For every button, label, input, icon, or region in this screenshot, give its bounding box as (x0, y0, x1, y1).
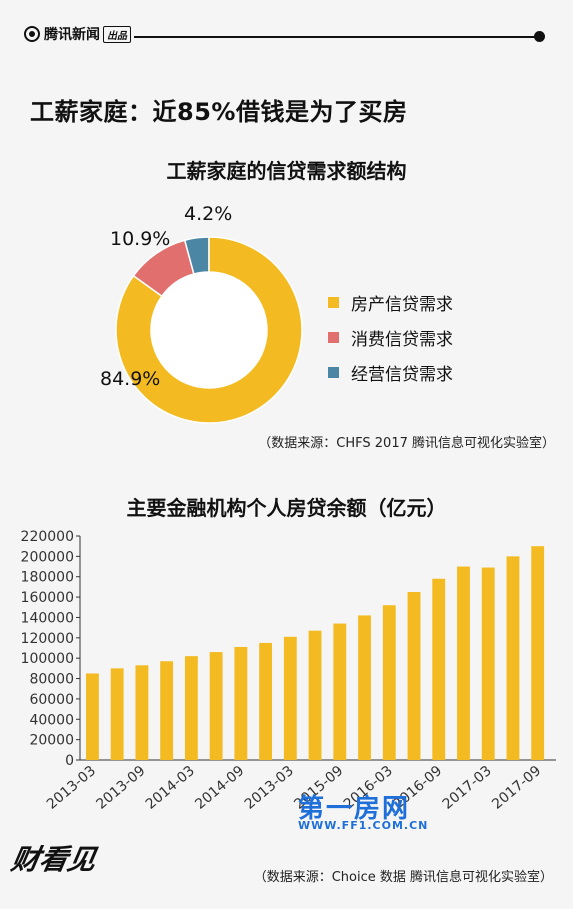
bar (432, 578, 446, 760)
brand-text: 腾讯新闻 (44, 27, 100, 43)
bar (333, 623, 347, 760)
x-tick-label: 2014-03 (143, 763, 198, 813)
y-tick-label: 120000 (21, 631, 74, 647)
bar (531, 546, 545, 760)
header-dot (534, 31, 545, 42)
bar (283, 636, 297, 760)
bar (506, 556, 520, 760)
legend-item-business: 经营信贷需求 (328, 355, 453, 390)
donut-chart-title: 工薪家庭的信贷需求额结构 (166, 159, 407, 183)
bar (184, 656, 198, 760)
brand: 腾讯新闻 出品 (24, 24, 131, 44)
tencent-news-logo-icon (24, 26, 40, 42)
bar (86, 673, 99, 760)
slice-label-housing: 84.9% (100, 368, 161, 390)
bar (407, 592, 421, 760)
legend-label: 房产信贷需求 (351, 295, 453, 315)
slice-label-business: 4.2% (184, 203, 233, 225)
bar-chart-title: 主要金融机构个人房贷余额（亿元） (126, 496, 447, 520)
x-tick-label: 2013-03 (242, 763, 297, 813)
legend-swatch (328, 367, 339, 378)
corner-logo-text: 财看见 (8, 843, 99, 876)
bar-source: （数据来源：Choice 数据 腾讯信息可视化实验室） (253, 870, 553, 885)
bar (234, 646, 248, 760)
y-tick-label: 40000 (29, 712, 74, 728)
bar (160, 661, 174, 760)
y-tick-label: 140000 (21, 610, 74, 626)
bar (481, 567, 495, 760)
y-tick-label: 160000 (21, 590, 74, 606)
y-tick-label: 0 (65, 753, 74, 769)
y-tick-label: 80000 (29, 672, 74, 688)
page-title: 工薪家庭：近85%借钱是为了买房 (30, 98, 408, 126)
watermark-site-url: WWW.FF1.COM.CN (298, 819, 429, 832)
donut-hole (151, 272, 267, 388)
bar (308, 630, 322, 760)
bar (259, 642, 273, 760)
legend-item-consumer: 消费信贷需求 (328, 320, 453, 355)
brand-badge: 出品 (103, 25, 131, 43)
y-tick-label: 20000 (29, 733, 74, 749)
bar (209, 652, 223, 760)
legend-swatch (328, 332, 339, 343)
header: 腾讯新闻 出品 (0, 0, 573, 56)
legend-label: 经营信贷需求 (351, 365, 453, 385)
bar (135, 665, 149, 760)
watermark-site-text: 第一房网 (298, 794, 411, 824)
y-tick-label: 60000 (29, 692, 74, 708)
x-tick-label: 2013-03 (44, 763, 99, 813)
bar (110, 668, 124, 760)
bar (358, 615, 371, 760)
corner-logo: 财看见 (9, 838, 99, 878)
donut-legend: 房产信贷需求 消费信贷需求 经营信贷需求 (328, 285, 453, 390)
x-tick-label: 2017-09 (489, 763, 544, 813)
header-divider (134, 36, 538, 38)
slice-label-consumer: 10.9% (110, 228, 171, 250)
legend-item-housing: 房产信贷需求 (328, 285, 453, 320)
y-tick-label: 200000 (21, 549, 74, 565)
legend-swatch (328, 297, 339, 308)
y-tick-label: 100000 (21, 651, 74, 667)
x-tick-label: 2017-03 (440, 763, 495, 813)
legend-label: 消费信贷需求 (351, 330, 453, 350)
donut-source: （数据来源：CHFS 2017 腾讯信息可视化实验室） (258, 436, 555, 451)
bar (382, 605, 396, 760)
y-tick-label: 220000 (21, 529, 74, 545)
y-tick-label: 180000 (21, 570, 74, 586)
bar (457, 566, 470, 760)
x-tick-label: 2013-09 (93, 763, 148, 813)
x-tick-label: 2014-09 (192, 763, 247, 813)
